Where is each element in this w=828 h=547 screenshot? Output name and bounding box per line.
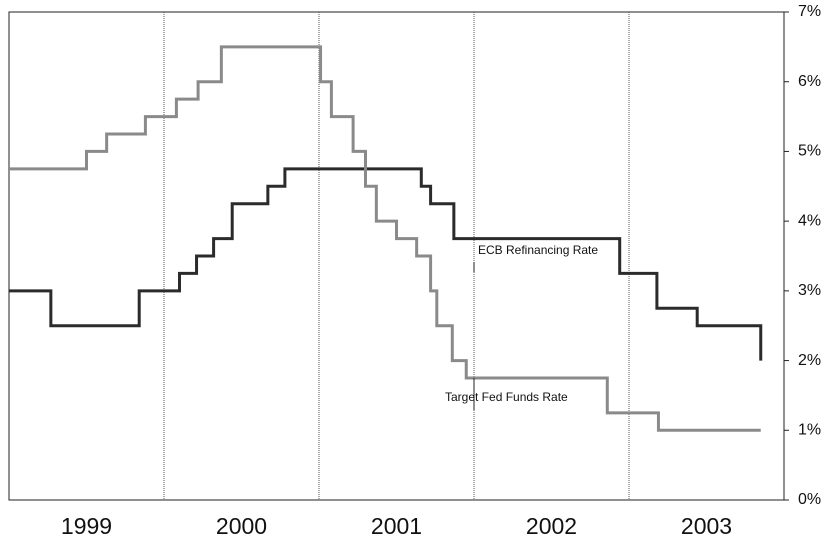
- y-tick-label: 2%: [798, 352, 821, 369]
- y-tick-label: 1%: [798, 422, 821, 439]
- y-tick-label: 7%: [798, 3, 821, 20]
- plot-frame: [8, 11, 785, 501]
- series-line: [9, 167, 763, 361]
- series-label: ECB Refinancing Rate: [478, 243, 598, 257]
- x-tick-label: 2000: [216, 513, 267, 539]
- y-tick-label: 4%: [798, 212, 821, 229]
- x-tick-label: 2001: [371, 513, 422, 539]
- x-tick-label: 2002: [526, 513, 577, 539]
- y-tick-label: 3%: [798, 282, 821, 299]
- series-label: Target Fed Funds Rate: [445, 390, 568, 404]
- y-tick-label: 5%: [798, 143, 821, 160]
- y-tick-label: 0%: [798, 491, 821, 508]
- x-tick-label: 2003: [681, 513, 732, 539]
- x-tick-label: 1999: [61, 513, 112, 539]
- series-line: [9, 45, 761, 432]
- y-tick-label: 6%: [798, 73, 821, 90]
